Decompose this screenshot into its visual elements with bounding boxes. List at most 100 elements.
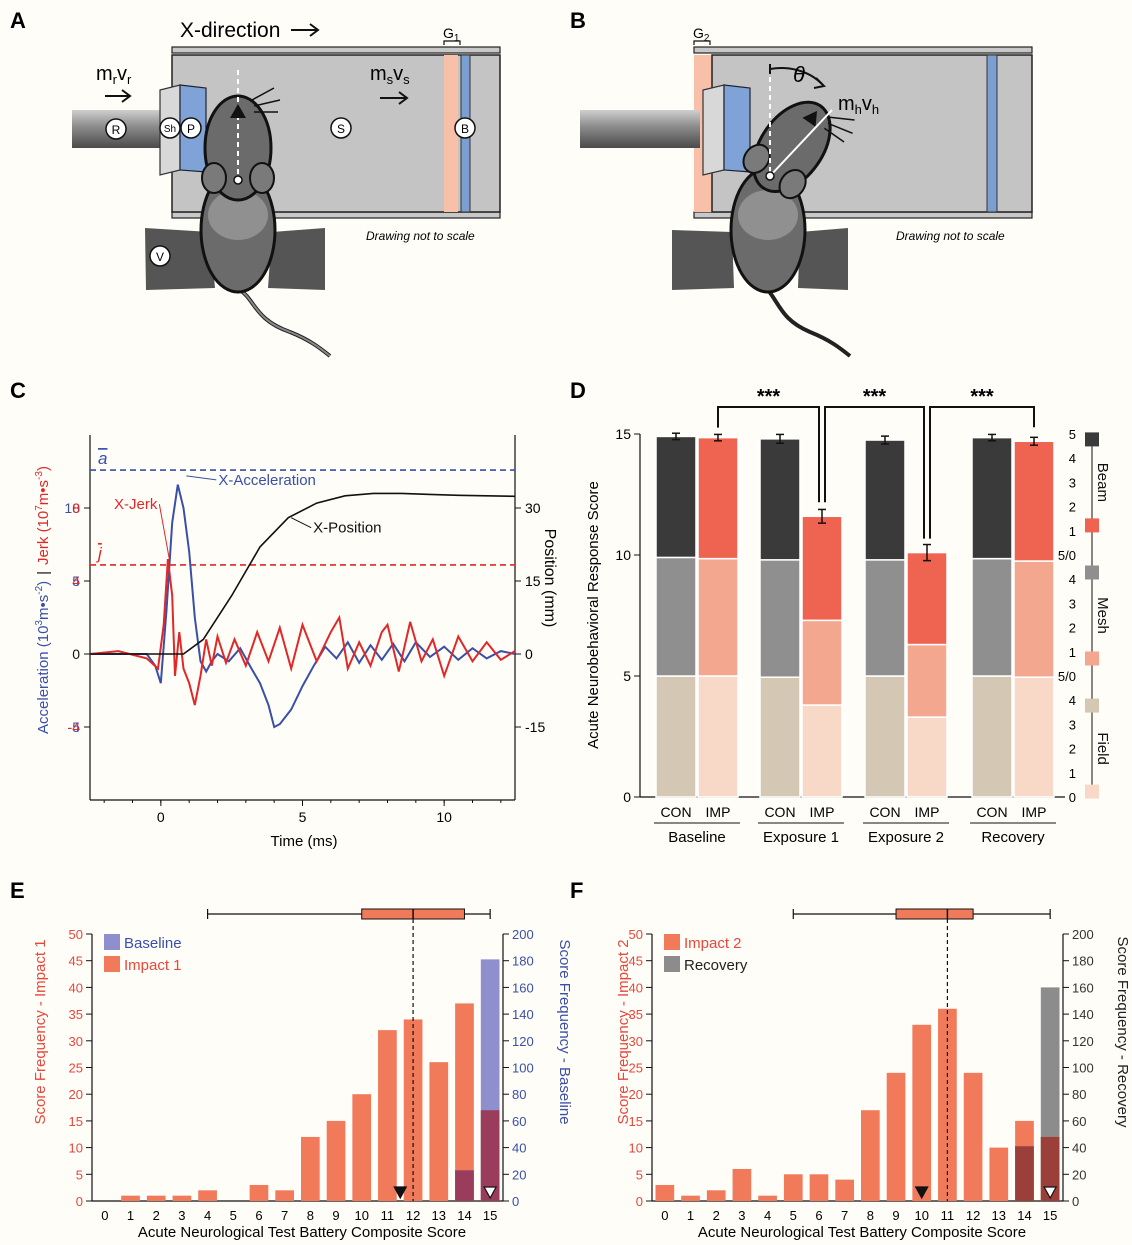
f-x-tick-label: 9 xyxy=(892,1208,899,1223)
mouse-back-b xyxy=(738,190,798,240)
e-right-tick-label: 120 xyxy=(512,1034,534,1049)
f-left-tick-label: 45 xyxy=(629,954,643,969)
d-bar-label: IMP xyxy=(1022,804,1047,820)
f-left-tick-label: 5 xyxy=(636,1167,643,1182)
c-x-tick-label: 0 xyxy=(157,809,165,825)
c-series-leader xyxy=(186,475,217,481)
f-bar-impact-2 xyxy=(912,1024,932,1201)
d-bar-mesh xyxy=(801,619,843,706)
f-right-tick-label: 20 xyxy=(1072,1167,1086,1182)
d-y-tick-label: 10 xyxy=(615,547,631,563)
f-bar-impact-2 xyxy=(706,1190,726,1201)
f-x-tick-label: 8 xyxy=(867,1208,874,1223)
panel-d: D Acute Neurobehavioral Response Score 0… xyxy=(570,378,1111,846)
e-bar-overlap xyxy=(480,1110,500,1201)
svg-text:B: B xyxy=(461,122,469,136)
d-bar-label: CON xyxy=(764,804,795,820)
e-x-tick-label: 14 xyxy=(457,1208,471,1223)
c-position-tick-label: 15 xyxy=(525,573,541,589)
d-bar-label: IMP xyxy=(810,804,835,820)
f-bar-impact-2 xyxy=(886,1072,906,1201)
d-bar-beam xyxy=(759,438,801,561)
e-marker-filled xyxy=(393,1186,408,1200)
e-x-tick-label: 13 xyxy=(432,1208,446,1223)
e-x-tick-label: 1 xyxy=(127,1208,134,1223)
v-platform-left-b xyxy=(672,230,734,290)
e-bar-impact-1 xyxy=(249,1184,269,1201)
circle-label-v: V xyxy=(149,245,171,267)
d-bar-beam xyxy=(971,436,1013,560)
f-x-tick-label: 10 xyxy=(914,1208,928,1223)
d-bar-mesh xyxy=(906,643,948,718)
f-bar-impact-2 xyxy=(963,1072,983,1201)
f-left-tick-label: 35 xyxy=(629,1007,643,1022)
e-bar-impact-1 xyxy=(455,1003,474,1201)
d-legend-section-label: Field xyxy=(1094,732,1111,765)
d-legend-tick: 3 xyxy=(1069,717,1076,732)
x-direction-arrow xyxy=(291,23,320,37)
v-platform-left xyxy=(145,228,215,290)
f-right-tick-label: 40 xyxy=(1072,1141,1086,1156)
d-legend-swatch-con xyxy=(1085,432,1099,447)
panel-b-letter: B xyxy=(570,8,586,33)
f-right-tick-label: 160 xyxy=(1072,980,1094,995)
e-legend-label: Baseline xyxy=(124,935,182,952)
d-legend-swatch-con xyxy=(1085,565,1099,580)
panel-b-note: Drawing not to scale xyxy=(896,229,1005,243)
f-legend-label: Impact 2 xyxy=(684,935,742,952)
e-right-tick-label: 0 xyxy=(512,1194,519,1209)
d-bar-field xyxy=(697,675,739,798)
d-bar-label: CON xyxy=(976,804,1007,820)
f-x-tick-label: 12 xyxy=(966,1208,980,1223)
e-x-tick-label: 3 xyxy=(178,1208,185,1223)
d-bar-field xyxy=(971,675,1013,798)
e-right-tick-label: 200 xyxy=(512,927,534,942)
d-legend-tick: 2 xyxy=(1069,500,1076,515)
d-legend-tick: 2 xyxy=(1069,742,1076,757)
e-xlabel: Acute Neurological Test Battery Composit… xyxy=(138,1224,466,1241)
c-mean-acceleration-label: a xyxy=(98,449,107,468)
e-legend-swatch xyxy=(104,956,120,972)
sled-momentum-label: msvs xyxy=(370,63,410,87)
d-group-label: Exposure 1 xyxy=(763,829,839,846)
svg-text:R: R xyxy=(112,123,121,137)
f-x-tick-label: 14 xyxy=(1017,1208,1031,1223)
d-bar-label: IMP xyxy=(706,804,731,820)
panel-e-plot: 0510152025303540455002040608010012014016… xyxy=(69,908,534,1223)
d-bar-field xyxy=(655,675,697,798)
f-x-tick-label: 1 xyxy=(687,1208,694,1223)
c-position-tick-label: 30 xyxy=(525,500,541,516)
panel-f-letter: F xyxy=(570,878,583,903)
e-bar-impact-1 xyxy=(429,1062,449,1201)
e-right-tick-label: 40 xyxy=(512,1141,526,1156)
x-direction-label: X-direction xyxy=(180,19,280,42)
e-left-tick-label: 35 xyxy=(69,1007,83,1022)
d-bar-field xyxy=(759,676,801,798)
panel-e-letter: E xyxy=(10,878,25,903)
mouse-back xyxy=(208,190,268,240)
c-accel-tick-label: 0 xyxy=(72,646,80,662)
gap2-label: G2 xyxy=(693,25,710,44)
e-x-tick-label: 4 xyxy=(204,1208,211,1223)
e-x-tick-label: 11 xyxy=(381,1208,395,1223)
panel-b: B G2 θ mhvh Drawing not to scale xyxy=(570,8,1033,358)
d-legend-swatch-con xyxy=(1085,698,1099,713)
panel-f: F Score Frequency - Impact 2 Score Frequ… xyxy=(570,878,1131,1241)
e-left-ylabel: Score Frequency - Impact 1 xyxy=(32,939,49,1124)
d-bar-label: CON xyxy=(869,804,900,820)
e-bar-impact-1 xyxy=(352,1094,372,1201)
d-bar-field xyxy=(801,704,843,798)
e-x-tick-label: 15 xyxy=(483,1208,497,1223)
e-left-tick-label: 10 xyxy=(69,1141,83,1156)
e-right-tick-label: 180 xyxy=(512,954,534,969)
e-x-tick-label: 7 xyxy=(281,1208,288,1223)
f-right-tick-label: 140 xyxy=(1072,1007,1094,1022)
e-x-tick-label: 8 xyxy=(307,1208,314,1223)
d-bar-beam xyxy=(801,515,843,622)
d-legend-tick: 1 xyxy=(1069,766,1076,781)
e-left-tick-label: 15 xyxy=(69,1114,83,1129)
d-legend-tick: 5/0 xyxy=(1058,669,1076,684)
head-pivot xyxy=(233,175,243,185)
head-axis-b xyxy=(769,109,833,177)
